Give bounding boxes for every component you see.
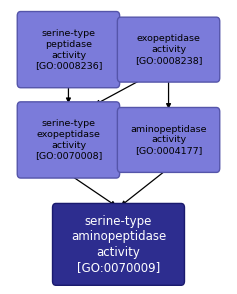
Text: aminopeptidase
activity
[GO:0004177]: aminopeptidase activity [GO:0004177] [130, 125, 207, 155]
FancyBboxPatch shape [53, 203, 184, 285]
FancyBboxPatch shape [117, 108, 220, 172]
Text: serine-type
exopeptidase
activity
[GO:0070008]: serine-type exopeptidase activity [GO:00… [35, 119, 102, 161]
FancyBboxPatch shape [17, 102, 120, 178]
Text: exopeptidase
activity
[GO:0008238]: exopeptidase activity [GO:0008238] [135, 34, 202, 65]
Text: serine-type
peptidase
activity
[GO:0008236]: serine-type peptidase activity [GO:00082… [35, 29, 102, 70]
Text: serine-type
aminopeptidase
activity
[GO:0070009]: serine-type aminopeptidase activity [GO:… [71, 215, 166, 274]
FancyBboxPatch shape [17, 11, 120, 88]
FancyBboxPatch shape [117, 17, 220, 82]
